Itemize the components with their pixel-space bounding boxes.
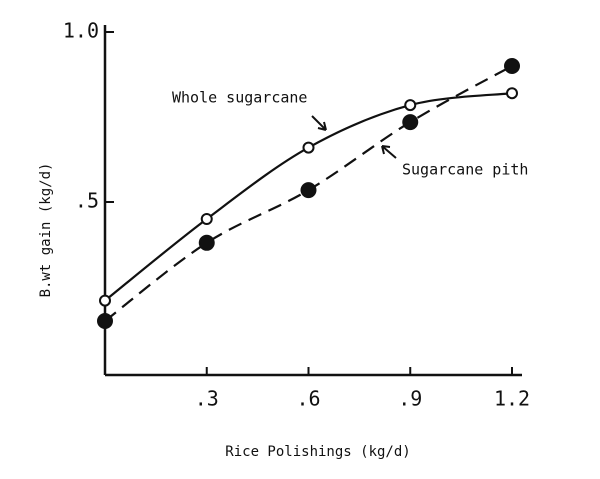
- x-tick-label: .6: [296, 387, 320, 411]
- data-point: [99, 294, 111, 307]
- y-tick-label: .5: [75, 189, 99, 213]
- x-tick-label: 1.2: [494, 387, 530, 411]
- data-point: [404, 99, 417, 112]
- series-annotation: Sugarcane pith: [402, 161, 528, 179]
- data-point: [300, 182, 317, 199]
- data-point: [198, 234, 215, 251]
- y-tick-label: 1.0: [63, 19, 99, 43]
- x-tick-label: .3: [195, 387, 219, 411]
- x-tick-label: .9: [398, 387, 422, 411]
- data-point: [402, 114, 419, 131]
- data-point: [200, 213, 213, 225]
- data-point: [97, 313, 113, 329]
- y-axis-label: B.wt gain (kg/d): [38, 163, 54, 298]
- data-point: [302, 141, 315, 154]
- data-point: [506, 87, 518, 100]
- annotation-arrow: [311, 115, 327, 131]
- data-point: [504, 58, 520, 74]
- series-annotation: Whole sugarcane: [172, 89, 307, 107]
- annotation-arrow: [381, 145, 397, 159]
- x-axis-label: Rice Polishings (kg/d): [225, 444, 410, 460]
